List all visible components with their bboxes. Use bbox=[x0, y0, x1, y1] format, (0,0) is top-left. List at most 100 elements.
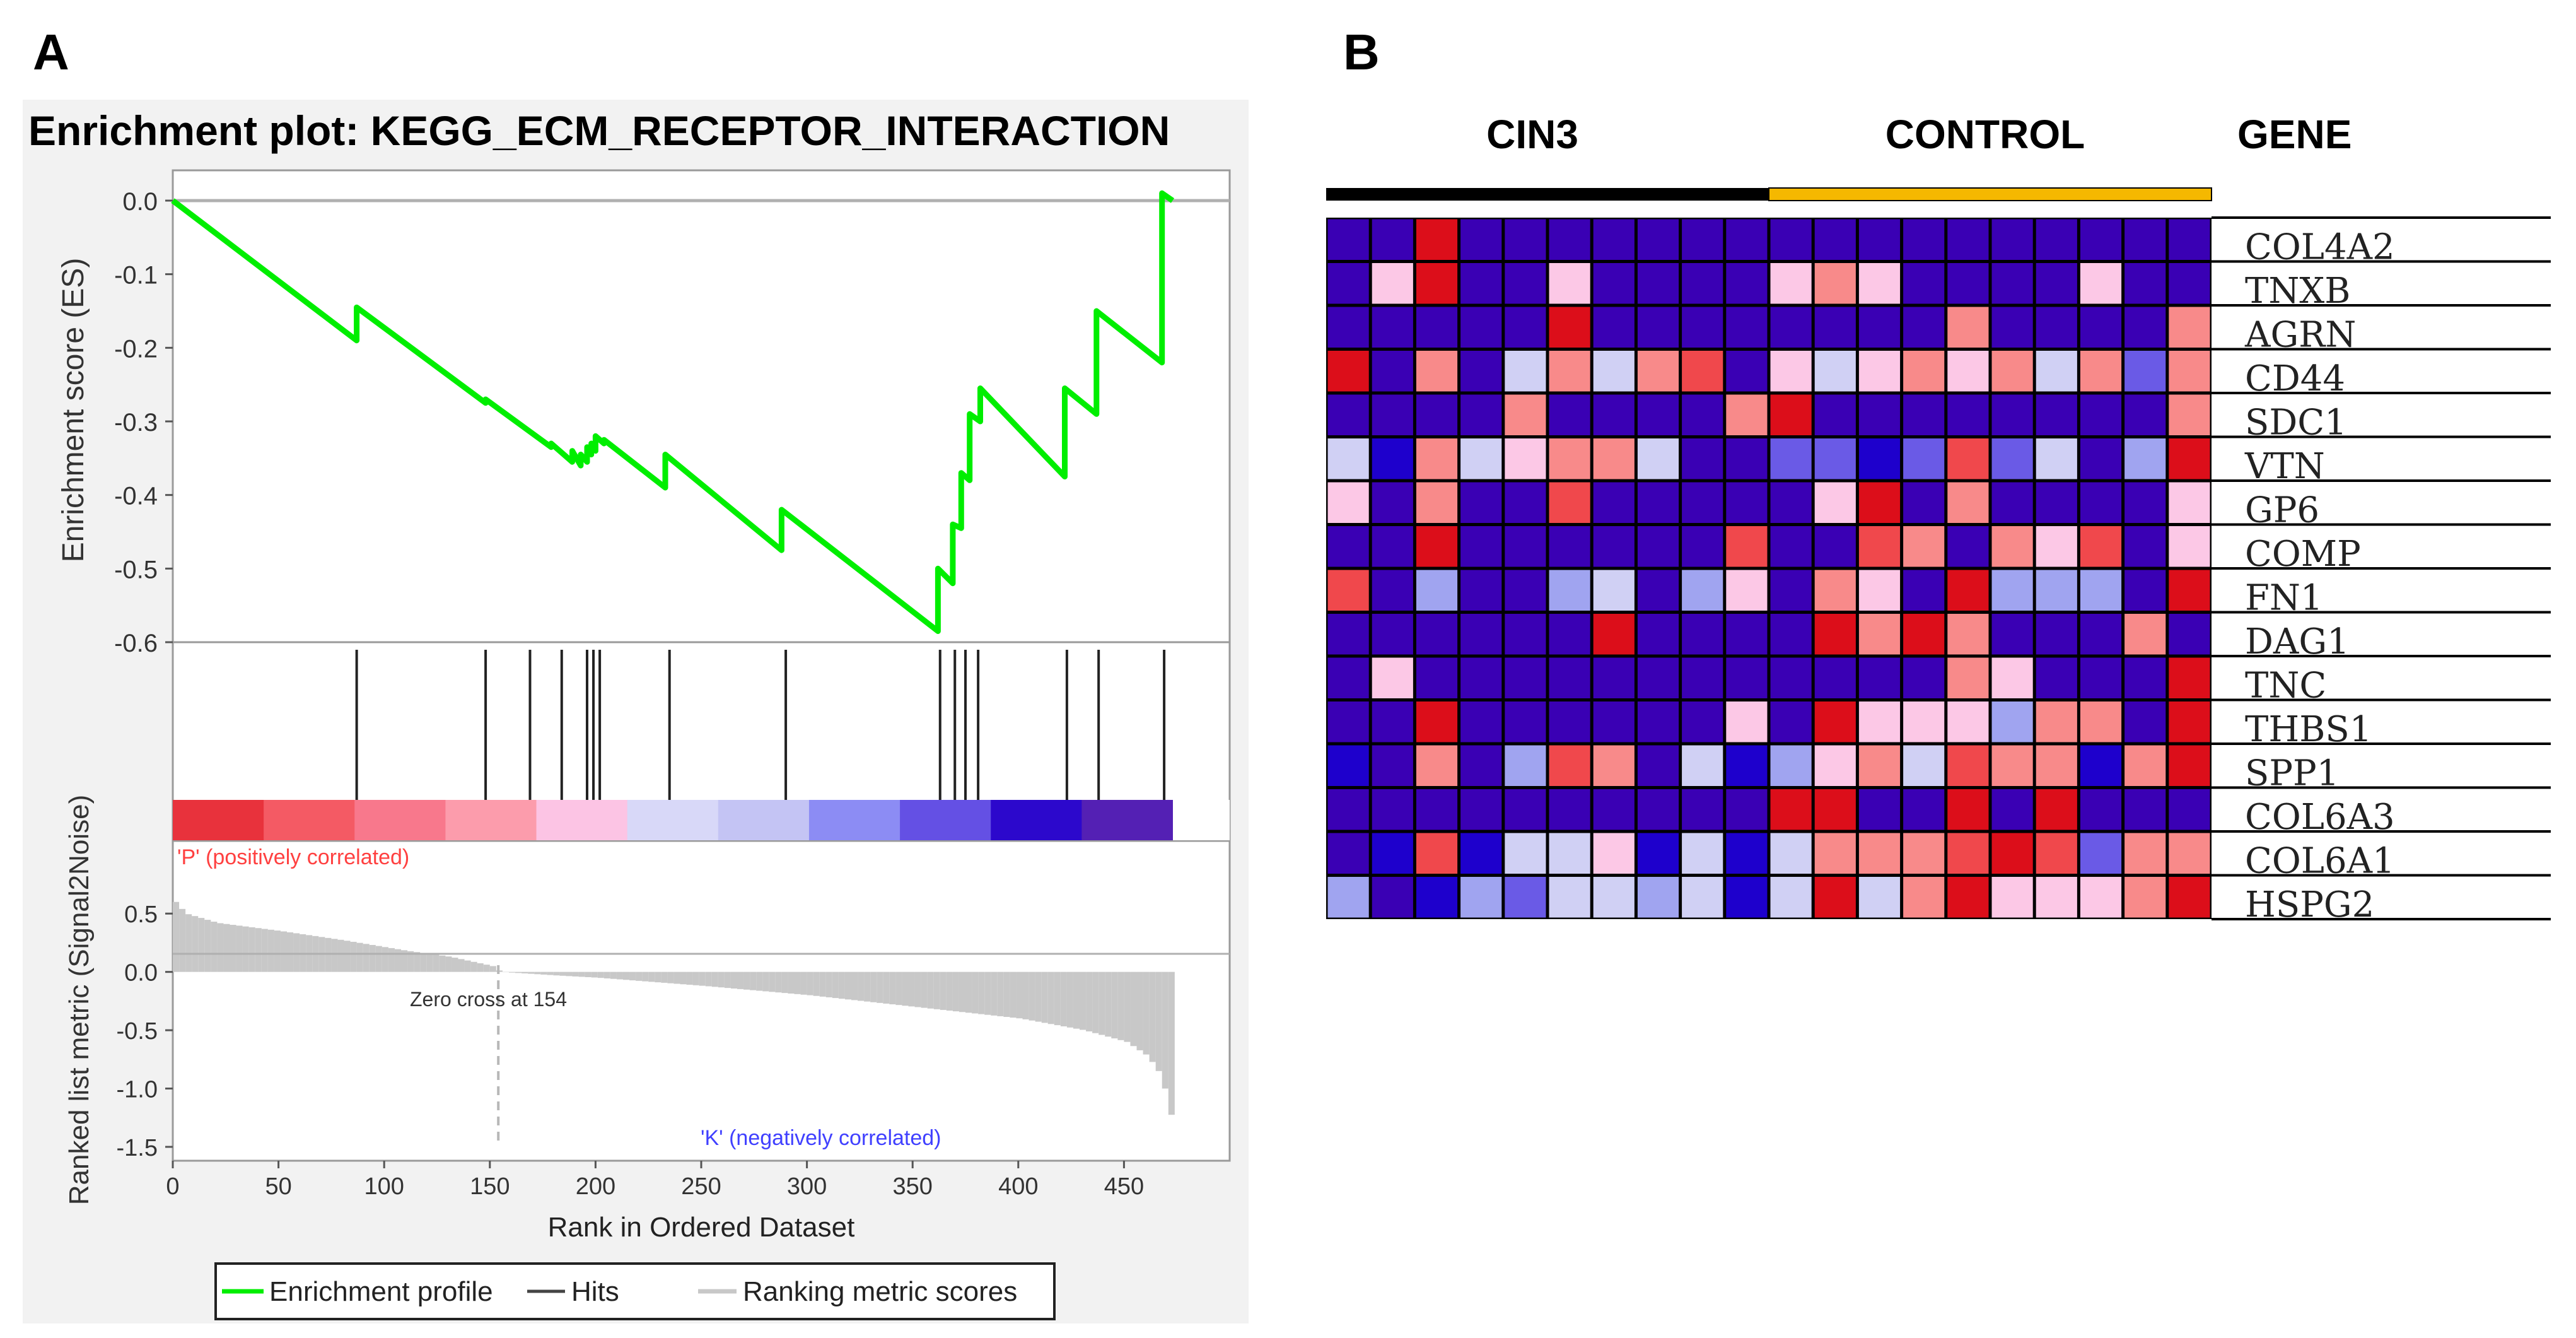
heatmap-cell bbox=[1460, 745, 1502, 786]
heatmap-cell bbox=[1947, 614, 1989, 655]
control-group-bar bbox=[1768, 187, 2212, 201]
heatmap-cell bbox=[1903, 438, 1945, 479]
neg-correlated-label: 'K' (negatively correlated) bbox=[701, 1126, 941, 1150]
heatmap-cell bbox=[1372, 614, 1413, 655]
heatmap-cell bbox=[1770, 745, 1812, 786]
heatmap-cell bbox=[2036, 877, 2077, 918]
heatmap-cell bbox=[2036, 526, 2077, 567]
metric-bar bbox=[902, 971, 909, 1006]
heatmap-cell bbox=[2169, 219, 2210, 260]
metric-xtick-label: 150 bbox=[470, 1173, 510, 1200]
heatmap-cell bbox=[1726, 219, 1768, 260]
heatmap-cell bbox=[1682, 482, 1723, 523]
metric-bar bbox=[762, 971, 769, 992]
heatmap-cell bbox=[2124, 570, 2166, 611]
heatmap-cell bbox=[2124, 219, 2166, 260]
heatmap-cell bbox=[2036, 701, 2077, 742]
metric-bar bbox=[1105, 971, 1112, 1037]
gene-column-header: GENE bbox=[2237, 112, 2352, 157]
heatmap-cell bbox=[2124, 833, 2166, 874]
heatmap-cell bbox=[1549, 789, 1590, 830]
heatmap-cell bbox=[2036, 614, 2077, 655]
heatmap-cell bbox=[2080, 570, 2122, 611]
heatmap-cell bbox=[1327, 570, 1369, 611]
metric-bar bbox=[1003, 971, 1010, 1018]
color-bar-segment bbox=[536, 800, 628, 840]
metric-bar bbox=[680, 971, 687, 985]
metric-bar bbox=[622, 971, 630, 980]
heatmap-cell bbox=[1460, 570, 1502, 611]
heatmap-cell bbox=[1726, 438, 1768, 479]
metric-bar bbox=[1073, 971, 1080, 1029]
heatmap-cell bbox=[1858, 614, 1901, 655]
heatmap-cell bbox=[1991, 307, 2033, 348]
heatmap-cell bbox=[1726, 307, 1768, 348]
metric-bar bbox=[1143, 971, 1150, 1055]
heatmap-cell bbox=[1682, 438, 1723, 479]
metric-bar bbox=[642, 971, 649, 982]
heatmap-cell bbox=[1682, 526, 1723, 567]
metric-bar bbox=[692, 971, 699, 985]
metric-bar bbox=[242, 926, 249, 972]
legend-box bbox=[214, 1262, 1056, 1320]
heatmap-cell bbox=[1505, 307, 1546, 348]
heatmap-cell bbox=[2080, 701, 2122, 742]
heatmap-cell bbox=[1947, 570, 1989, 611]
heatmap-cell bbox=[1858, 394, 1901, 435]
heatmap-cell bbox=[1770, 263, 1812, 304]
heatmap-cell bbox=[1770, 394, 1812, 435]
heatmap-cell bbox=[1327, 394, 1369, 435]
heatmap-cell bbox=[1682, 219, 1723, 260]
heatmap-cell bbox=[1416, 482, 1458, 523]
metric-xtick-label: 200 bbox=[576, 1173, 615, 1200]
zero-cross-label: Zero cross at 154 bbox=[410, 988, 567, 1011]
heatmap-cell bbox=[1416, 657, 1458, 698]
heatmap-cell bbox=[1858, 701, 1901, 742]
heatmap-cell bbox=[1947, 745, 1989, 786]
heatmap-cell bbox=[1682, 570, 1723, 611]
heatmap-cell bbox=[1327, 307, 1369, 348]
metric-bar bbox=[655, 971, 661, 983]
heatmap-cell bbox=[1637, 219, 1679, 260]
heatmap-cell bbox=[1460, 833, 1502, 874]
heatmap-cell bbox=[1327, 789, 1369, 830]
heatmap-cell bbox=[2124, 263, 2166, 304]
heatmap-cell bbox=[1372, 263, 1413, 304]
heatmap-cell bbox=[1858, 745, 1901, 786]
metric-bar bbox=[426, 954, 433, 972]
heatmap-cell bbox=[1814, 394, 1856, 435]
heatmap-cell bbox=[1327, 657, 1369, 698]
metric-bar bbox=[933, 971, 940, 1009]
heatmap-cell bbox=[1947, 482, 1989, 523]
metric-bar bbox=[522, 971, 528, 974]
heatmap-cell bbox=[1416, 351, 1458, 392]
metric-xticks: 0 50 100 150 200 250 300 350 400 450 bbox=[166, 1161, 1144, 1200]
heatmap-cell bbox=[1770, 614, 1812, 655]
heatmap-cell bbox=[1903, 657, 1945, 698]
heatmap-cell bbox=[2169, 526, 2210, 567]
legend-metric-label: Ranking metric scores bbox=[743, 1276, 1017, 1307]
metric-bar bbox=[261, 929, 268, 972]
heatmap-cell bbox=[1549, 833, 1590, 874]
color-bar-segment bbox=[173, 800, 264, 840]
es-ytick-label: -0.5 bbox=[114, 556, 158, 584]
heatmap-cell bbox=[1416, 307, 1458, 348]
heatmap-cell bbox=[1991, 351, 2033, 392]
es-plot-title: Enrichment plot: KEGG_ECM_RECEPTOR_INTER… bbox=[28, 107, 1170, 154]
heatmap-cell bbox=[2124, 701, 2166, 742]
metric-bar bbox=[470, 961, 477, 972]
heatmap-cell bbox=[2169, 833, 2210, 874]
heatmap-cell bbox=[2080, 307, 2122, 348]
metric-bar bbox=[185, 914, 192, 972]
heatmap-cell bbox=[1637, 701, 1679, 742]
heatmap-cell bbox=[1549, 701, 1590, 742]
heatmap-cell bbox=[1682, 701, 1723, 742]
heatmap-cell bbox=[1814, 877, 1856, 918]
heatmap-cell bbox=[1460, 657, 1502, 698]
heatmap-cell bbox=[1593, 701, 1635, 742]
heatmap-cell bbox=[1505, 745, 1546, 786]
metric-xtick-label: 100 bbox=[364, 1173, 404, 1200]
metric-bar bbox=[1099, 971, 1105, 1035]
metric-bar bbox=[1086, 971, 1093, 1031]
